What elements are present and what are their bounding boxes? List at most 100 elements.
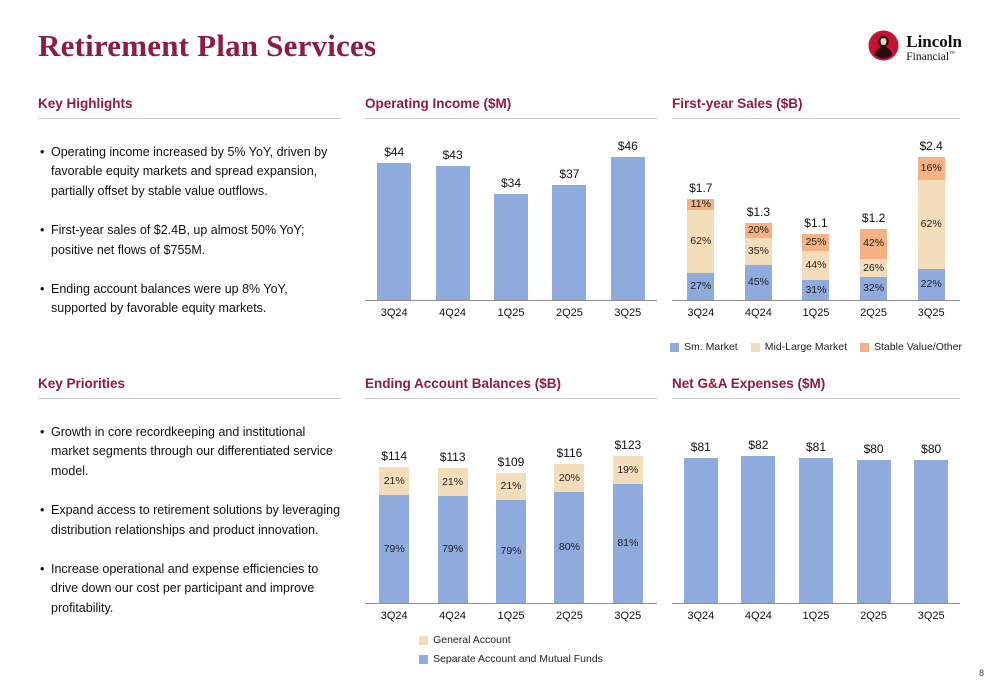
segment-percent-label: 81% (617, 537, 639, 550)
category-label: 1Q25 (802, 307, 830, 319)
bar: 21% 79% (496, 472, 527, 603)
segment-percent-label: 25% (805, 236, 827, 249)
category-label: 1Q25 (802, 610, 830, 622)
category-label: 2Q25 (860, 610, 888, 622)
bar (914, 459, 949, 603)
category-label: 4Q24 (744, 307, 772, 319)
page-title: Retirement Plan Services (38, 28, 377, 63)
segment-percent-label: 19% (617, 463, 639, 476)
lincoln-financial-logo: Lincoln Financial™ (868, 30, 962, 66)
bullet-item: Ending account balances were up 8% YoY, … (38, 280, 341, 319)
bar (741, 456, 776, 603)
bar-segment: 20% (554, 464, 585, 493)
page-number: 8 (978, 668, 984, 678)
category-label: 3Q25 (614, 610, 642, 622)
category-label: 3Q24 (380, 610, 408, 622)
bar-group: $1.2 42% 26% 32% (845, 133, 903, 300)
bar-value-label: $80 (921, 441, 942, 456)
category-label: 3Q25 (917, 307, 945, 319)
legend-item: Stable Value/Other (860, 341, 962, 353)
bar-value-label: $44 (384, 145, 405, 160)
category-label: 3Q24 (687, 610, 715, 622)
bar-group: $114 21% 79% (365, 432, 423, 603)
category-label: 4Q24 (439, 610, 467, 622)
first-year-sales-plot: $1.7 11% 62% 27% $1.3 20% 35% 45% $1.1 25% 44% 31% $… (672, 133, 960, 301)
category-label: 3Q24 (380, 307, 408, 319)
bar-value-label: $116 (556, 446, 583, 461)
segment-percent-label: 62% (690, 235, 712, 247)
bar-segment: 62% (917, 179, 945, 269)
lincoln-portrait-icon (868, 30, 899, 66)
bar-segment: 31% (802, 279, 830, 300)
category-label: 1Q25 (497, 610, 525, 622)
bar-value-label: $80 (863, 441, 884, 456)
category-label: 1Q25 (497, 307, 525, 319)
segment-percent-label: 16% (920, 162, 942, 175)
legend-label: Sm. Market (684, 341, 738, 353)
segment-percent-label: 80% (558, 541, 580, 554)
bar-segment: 21% (437, 467, 468, 497)
category-label: 4Q24 (439, 307, 467, 319)
category-label: 2Q25 (555, 610, 583, 622)
bar-value-label: $1.2 (861, 210, 886, 225)
bar-group: $1.7 11% 62% 27% (672, 133, 730, 300)
bar-segment: 21% (496, 472, 527, 501)
bar: 21% 79% (437, 467, 468, 603)
category-label: 2Q25 (860, 307, 888, 319)
bar-segment: 20% (744, 222, 772, 239)
bar-value-label: $43 (442, 148, 463, 163)
bar (435, 166, 470, 300)
legend-label: Mid-Large Market (764, 341, 848, 353)
segment-percent-label: 31% (805, 283, 827, 296)
bar-group: $81 (787, 432, 845, 603)
trademark-symbol: ™ (949, 50, 955, 57)
bar-segment: 35% (744, 238, 772, 266)
chart-title-ending-account-balances: Ending Account Balances ($B) (365, 376, 657, 399)
segment-percent-label: 79% (383, 542, 405, 555)
bar-segment: 26% (860, 258, 888, 278)
bar-segment: 22% (917, 268, 945, 300)
chart-title-operating-income: Operating Income ($M) (365, 96, 657, 119)
segment-percent-label: 26% (863, 261, 885, 274)
operating-income-plot: $44 $43 $34 $37 $46 (365, 133, 657, 301)
bar (494, 194, 529, 300)
bar-group: $46 (599, 133, 657, 300)
segment-percent-label: 27% (690, 280, 712, 293)
bar-segment: 44% (802, 250, 830, 280)
bar (552, 184, 587, 300)
bar-segment: 79% (437, 496, 468, 603)
segment-percent-label: 21% (383, 474, 405, 487)
key-highlights-list: Operating income increased by 5% YoY, dr… (38, 143, 341, 319)
segment-percent-label: 32% (863, 282, 885, 295)
legend-label: General Account (433, 634, 511, 646)
bar-segment: 21% (379, 466, 410, 496)
legend-label: Separate Account and Mutual Funds (433, 653, 603, 665)
bar-value-label: $1.1 (804, 216, 828, 231)
bar-value-label: $109 (497, 454, 525, 469)
bar (377, 163, 412, 300)
bar: 20% 80% (554, 464, 585, 603)
bar-segment: 11% (687, 198, 715, 210)
bar-value-label: $1.3 (746, 204, 771, 219)
bullet-item: Operating income increased by 5% YoY, dr… (38, 143, 341, 201)
legend-swatch (419, 635, 429, 645)
bar: 16% 62% 22% (917, 157, 945, 300)
logo-brand-name: Lincoln (906, 31, 962, 51)
bar-value-label: $2.4 (919, 139, 943, 153)
bar-value-label: $123 (614, 438, 642, 452)
ending-account-balances-section: Ending Account Balances ($B) $114 21% 79% $… (365, 376, 657, 665)
section-title-key-priorities: Key Priorities (38, 376, 341, 399)
segment-percent-label: 62% (920, 217, 942, 230)
bar-group: $44 (365, 133, 423, 300)
bar-group: $37 (540, 133, 598, 300)
bar: 11% 62% 27% (687, 198, 715, 300)
legend-item: Sm. Market (670, 341, 738, 353)
segment-percent-label: 20% (747, 224, 769, 237)
bar-segment: 81% (612, 483, 643, 603)
bullet-item: First-year sales of $2.4B, up almost 50%… (38, 221, 341, 260)
bar-group: $1.1 25% 44% 31% (787, 133, 845, 300)
bar-segment: 32% (860, 277, 888, 300)
first-year-sales-section: First-year Sales ($B) $1.7 11% 62% 27% $1.3 2… (670, 96, 962, 353)
net-ga-expenses-plot: $81 $82 $81 $80 $80 (672, 432, 960, 604)
